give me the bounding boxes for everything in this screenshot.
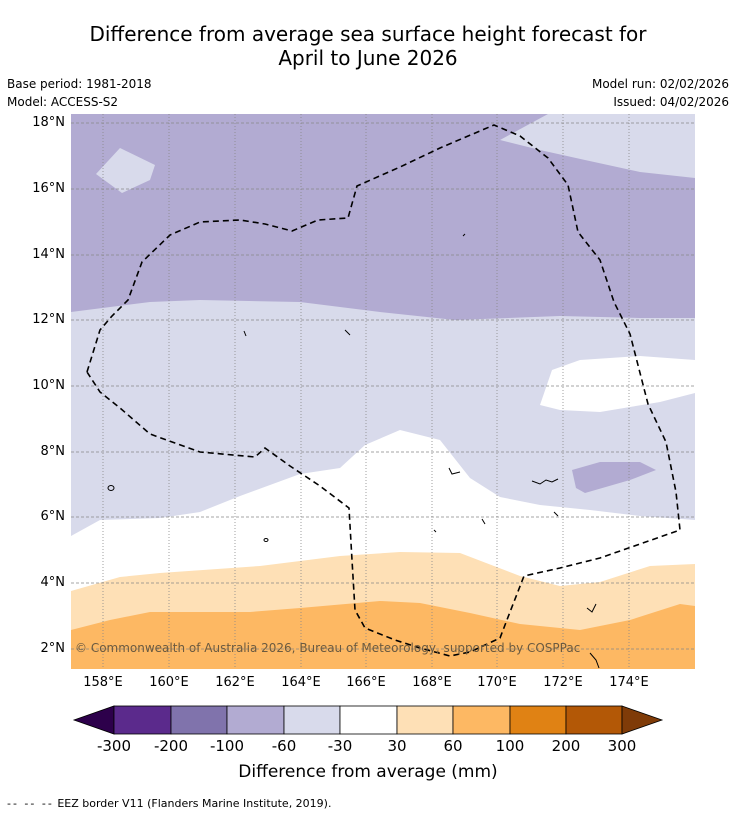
colorbar-swatch-1	[113, 705, 172, 735]
colorbar-tick-neg30: -30	[327, 737, 353, 755]
island-atoll-8	[553, 511, 559, 517]
island-west	[107, 485, 115, 491]
islands	[107, 233, 600, 669]
lat-label-18n: 18°N	[32, 115, 65, 130]
island-atoll-1	[531, 478, 559, 485]
island-atoll-3	[586, 603, 597, 613]
colorbar-swatch-9	[565, 705, 623, 735]
colorbar-swatch-4	[283, 705, 341, 735]
graticule	[71, 114, 695, 669]
lon-label-164e: 164°E	[281, 675, 321, 690]
colorbar-tick-30: 30	[387, 737, 407, 755]
lat-label-6n: 6°N	[40, 509, 66, 524]
lon-label-162e: 162°E	[215, 675, 255, 690]
lon-label-158e: 158°E	[83, 675, 123, 690]
colorbar-extend-low	[72, 705, 115, 735]
colorbar-swatch-8	[509, 705, 567, 735]
island-atoll-2	[448, 467, 461, 475]
colorbar-swatch-5	[339, 705, 398, 735]
island-atoll-4	[589, 652, 600, 669]
lat-label-2n: 2°N	[40, 641, 66, 656]
colorbar	[72, 705, 664, 735]
colorbar-tick-neg300: -300	[96, 737, 132, 755]
eez-legend-symbol: -- -- --	[7, 797, 54, 810]
model-name: Model: ACCESS-S2	[7, 95, 119, 109]
colorbar-tick-300: 300	[607, 737, 637, 755]
lon-label-166e: 166°E	[346, 675, 386, 690]
page-title: Difference from average sea surface heig…	[0, 22, 736, 70]
island-atoll-9	[462, 233, 466, 237]
colorbar-swatch-6	[396, 705, 454, 735]
colorbar-tick-200: 200	[551, 737, 581, 755]
meta-right: Model run: 02/02/2026 Issued: 04/02/2026	[592, 75, 729, 111]
colorbar-extend-high	[621, 705, 664, 735]
lat-label-8n: 8°N	[40, 444, 66, 459]
band-light-patch-nw	[96, 148, 155, 193]
lat-label-14n: 14°N	[32, 247, 65, 262]
lat-label-4n: 4°N	[40, 575, 66, 590]
island-atoll-10	[433, 529, 437, 533]
lon-label-160e: 160°E	[149, 675, 189, 690]
lon-label-168e: 168°E	[412, 675, 452, 690]
title-line-2: April to June 2026	[278, 46, 458, 70]
issued-date: Issued: 04/02/2026	[613, 95, 729, 109]
eez-border	[86, 124, 681, 657]
lon-label-172e: 172°E	[543, 675, 583, 690]
copyright-text: © Commonwealth of Australia 2026, Bureau…	[75, 641, 581, 655]
colorbar-title: Difference from average (mm)	[238, 762, 498, 782]
colorbar-swatch-3	[226, 705, 285, 735]
eez-legend-text: EEZ border V11 (Flanders Marine Institut…	[57, 797, 332, 810]
lon-label-174e: 174°E	[609, 675, 649, 690]
colorbar-tick-neg60: -60	[271, 737, 297, 755]
band-neg100-neg60-north	[71, 114, 695, 320]
title-line-1: Difference from average sea surface heig…	[89, 22, 647, 46]
band-light-patch-ne	[500, 114, 695, 178]
colorbar-swatch-7	[452, 705, 511, 735]
lat-label-12n: 12°N	[32, 312, 65, 327]
island-atoll-7	[481, 518, 486, 525]
band-white-patch-east	[540, 356, 695, 412]
island-atoll-6	[344, 329, 351, 336]
lat-label-10n: 10°N	[32, 378, 65, 393]
island-south-1	[263, 538, 269, 542]
colorbar-tick-neg200: -200	[153, 737, 189, 755]
map-area	[71, 114, 695, 669]
colorbar-swatch-2	[170, 705, 228, 735]
lat-label-16n: 16°N	[32, 181, 65, 196]
island-atoll-5	[243, 330, 247, 337]
colorbar-tick-neg100: -100	[209, 737, 245, 755]
colorbar-tick-60: 60	[443, 737, 463, 755]
footer-note: -- -- -- EEZ border V11 (Flanders Marine…	[7, 797, 331, 810]
band-neg100-patch-se	[572, 462, 656, 493]
base-period: Base period: 1981-2018	[7, 77, 152, 91]
model-run: Model run: 02/02/2026	[591, 77, 729, 91]
band-60-100	[71, 601, 695, 669]
colorbar-tick-100: 100	[495, 737, 525, 755]
meta-left: Base period: 1981-2018 Model: ACCESS-S2	[7, 75, 152, 111]
lon-label-170e: 170°E	[477, 675, 517, 690]
